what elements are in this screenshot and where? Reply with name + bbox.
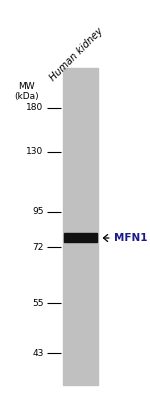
Text: Human kidney: Human kidney [48,26,105,83]
Text: 55: 55 [32,298,44,308]
Text: 180: 180 [26,104,44,112]
Text: 72: 72 [32,242,44,252]
Text: 95: 95 [32,208,44,216]
Bar [64,234,97,242]
Bar [63,68,98,385]
Text: MW
(kDa): MW (kDa) [14,82,39,101]
Text: 43: 43 [32,348,44,358]
Text: MFN1: MFN1 [114,233,147,243]
Text: 130: 130 [26,148,44,156]
FancyArrowPatch shape [103,234,109,242]
